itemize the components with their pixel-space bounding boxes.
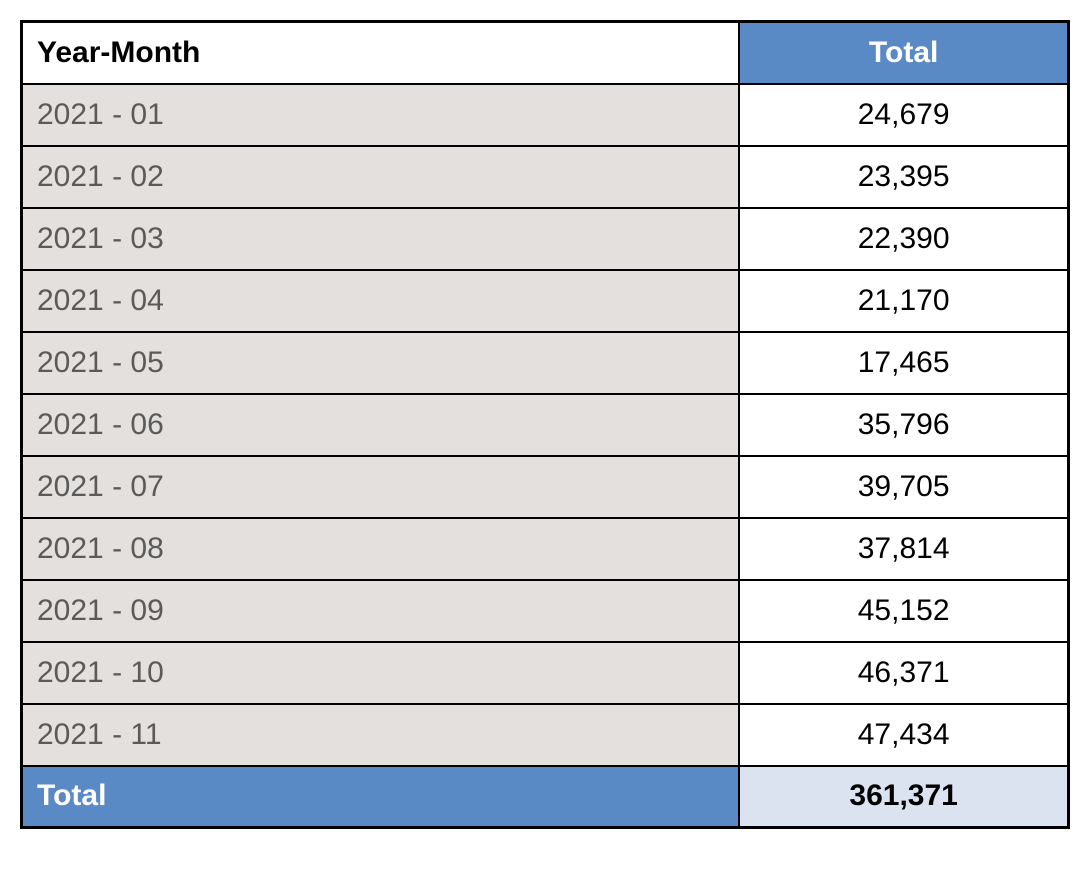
- cell-value: 46,371: [739, 642, 1068, 704]
- cell-period: 2021 - 01: [22, 84, 740, 146]
- cell-period: 2021 - 03: [22, 208, 740, 270]
- table-header-row: Year-Month Total: [22, 22, 1069, 84]
- table-row: 2021 - 0421,170: [22, 270, 1069, 332]
- cell-period: 2021 - 05: [22, 332, 740, 394]
- table-row: 2021 - 1147,434: [22, 704, 1069, 766]
- cell-value: 35,796: [739, 394, 1068, 456]
- column-header-total: Total: [739, 22, 1068, 84]
- cell-value: 21,170: [739, 270, 1068, 332]
- cell-value: 23,395: [739, 146, 1068, 208]
- cell-period: 2021 - 10: [22, 642, 740, 704]
- table-row: 2021 - 0322,390: [22, 208, 1069, 270]
- cell-value: 37,814: [739, 518, 1068, 580]
- cell-value: 22,390: [739, 208, 1068, 270]
- data-table: Year-Month Total 2021 - 0124,6792021 - 0…: [20, 20, 1070, 829]
- table-row: 2021 - 0837,814: [22, 518, 1069, 580]
- table-row: 2021 - 0223,395: [22, 146, 1069, 208]
- cell-value: 39,705: [739, 456, 1068, 518]
- cell-value: 45,152: [739, 580, 1068, 642]
- table-row: 2021 - 0739,705: [22, 456, 1069, 518]
- table-row: 2021 - 0124,679: [22, 84, 1069, 146]
- footer-total: 361,371: [739, 766, 1068, 828]
- table-row: 2021 - 0945,152: [22, 580, 1069, 642]
- cell-period: 2021 - 06: [22, 394, 740, 456]
- cell-period: 2021 - 09: [22, 580, 740, 642]
- table-row: 2021 - 1046,371: [22, 642, 1069, 704]
- column-header-period: Year-Month: [22, 22, 740, 84]
- cell-period: 2021 - 04: [22, 270, 740, 332]
- table-row: 2021 - 0635,796: [22, 394, 1069, 456]
- table-body: 2021 - 0124,6792021 - 0223,3952021 - 032…: [22, 84, 1069, 766]
- cell-period: 2021 - 02: [22, 146, 740, 208]
- cell-period: 2021 - 11: [22, 704, 740, 766]
- cell-value: 17,465: [739, 332, 1068, 394]
- cell-period: 2021 - 08: [22, 518, 740, 580]
- table-footer-row: Total 361,371: [22, 766, 1069, 828]
- cell-value: 24,679: [739, 84, 1068, 146]
- cell-period: 2021 - 07: [22, 456, 740, 518]
- monthly-totals-table: Year-Month Total 2021 - 0124,6792021 - 0…: [20, 20, 1070, 829]
- footer-label: Total: [22, 766, 740, 828]
- table-row: 2021 - 0517,465: [22, 332, 1069, 394]
- cell-value: 47,434: [739, 704, 1068, 766]
